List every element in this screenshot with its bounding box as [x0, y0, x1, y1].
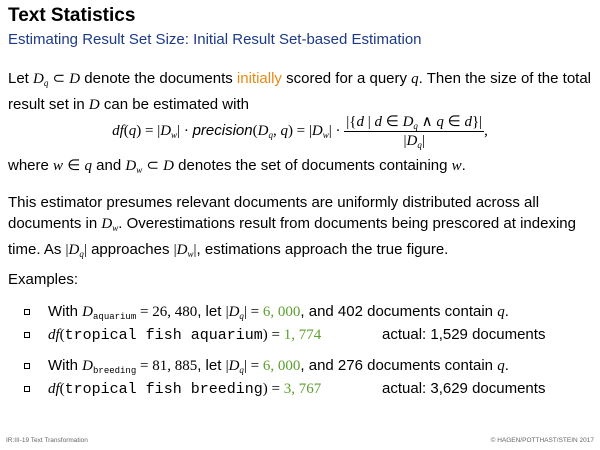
footer-copyright: © HAGEN/POTTHAST/STEIN 2017	[490, 437, 594, 444]
checkbox-bullet-icon	[24, 363, 30, 369]
checkbox-bullet-icon	[24, 386, 30, 392]
estimator-paragraph: This estimator presumes relevant documen…	[8, 194, 576, 259]
where-paragraph: where w ∈ q and Dw ⊂ D denotes the set o…	[8, 157, 466, 175]
example-item: df(tropical fish aquarium) = 1, 774 actu…	[24, 326, 584, 346]
slide-title: Text Statistics	[8, 5, 136, 26]
example-item: df(tropical fish breeding) = 3, 767 actu…	[24, 380, 584, 400]
slide-subtitle: Estimating Result Set Size: Initial Resu…	[8, 31, 422, 48]
intro-paragraph: Let Dq ⊂ D denote the documents initiall…	[8, 70, 592, 113]
checkbox-bullet-icon	[24, 309, 30, 315]
checkbox-bullet-icon	[24, 332, 30, 338]
highlight-initially: initially	[236, 70, 282, 87]
examples-heading: Examples:	[8, 271, 79, 288]
example-item: With Dbreeding = 81, 885, let |Dq| = 6, …	[24, 357, 584, 377]
example-item: With Daquarium = 26, 480, let |Dq| = 6, …	[24, 303, 584, 323]
formula-fraction: |{d | d ∈ Dq ∧ q ∈ d}| |Dq|	[344, 114, 485, 150]
footer-slide-info: IR:III-19 Text Transformation	[6, 437, 88, 444]
estimation-formula: df(q) = |Dw| · precision(Dq, q) = |Dw| ·…	[112, 114, 488, 150]
